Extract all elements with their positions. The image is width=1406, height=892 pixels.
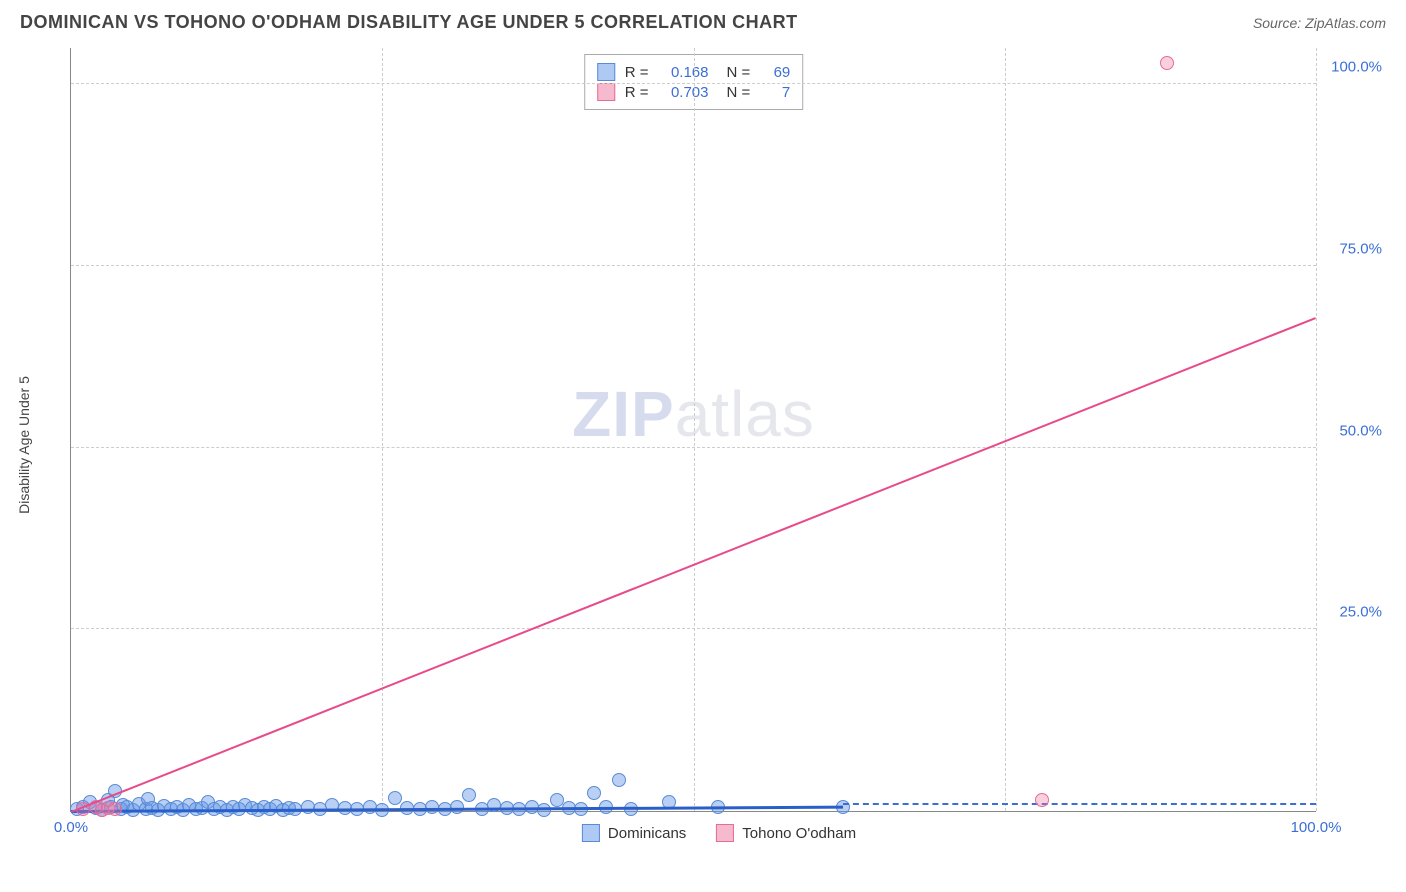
data-point (108, 802, 122, 816)
plot-area: ZIPatlas R =0.168N =69R =0.703N =7 25.0%… (70, 48, 1316, 812)
legend-swatch (597, 83, 615, 101)
n-label: N = (727, 84, 751, 101)
n-label: N = (727, 64, 751, 81)
r-label: R = (625, 84, 649, 101)
data-point (1035, 793, 1049, 807)
chart-source: Source: ZipAtlas.com (1253, 15, 1386, 31)
r-value: 0.703 (659, 84, 709, 101)
data-point (587, 786, 601, 800)
x-tick-label: 0.0% (54, 819, 88, 836)
legend-series-item: Tohono O'odham (716, 824, 856, 842)
chart-area: Disability Age Under 5 ZIPatlas R =0.168… (52, 48, 1386, 842)
gridline-v (1005, 48, 1006, 811)
data-point (462, 788, 476, 802)
data-point (612, 773, 626, 787)
n-value: 69 (760, 64, 790, 81)
chart-header: DOMINICAN VS TOHONO O'ODHAM DISABILITY A… (0, 0, 1406, 41)
legend-swatch (716, 824, 734, 842)
r-label: R = (625, 64, 649, 81)
gridline-v (382, 48, 383, 811)
y-tick-label: 50.0% (1339, 422, 1382, 439)
legend-series-item: Dominicans (582, 824, 686, 842)
y-tick-label: 25.0% (1339, 604, 1382, 621)
legend-series: Dominicans Tohono O'odham (582, 824, 856, 842)
legend-swatch (582, 824, 600, 842)
y-axis-label: Disability Age Under 5 (16, 376, 32, 514)
legend-series-label: Dominicans (608, 825, 686, 842)
gridline-v (1316, 48, 1317, 811)
x-tick-label: 100.0% (1291, 819, 1342, 836)
chart-title: DOMINICAN VS TOHONO O'ODHAM DISABILITY A… (20, 12, 798, 33)
data-point (1160, 56, 1174, 70)
trend-extension (843, 803, 1316, 805)
legend-swatch (597, 63, 615, 81)
r-value: 0.168 (659, 64, 709, 81)
legend-series-label: Tohono O'odham (742, 825, 856, 842)
y-tick-label: 100.0% (1331, 59, 1382, 76)
gridline-v (694, 48, 695, 811)
y-tick-label: 75.0% (1339, 241, 1382, 258)
data-point (388, 791, 402, 805)
n-value: 7 (760, 84, 790, 101)
